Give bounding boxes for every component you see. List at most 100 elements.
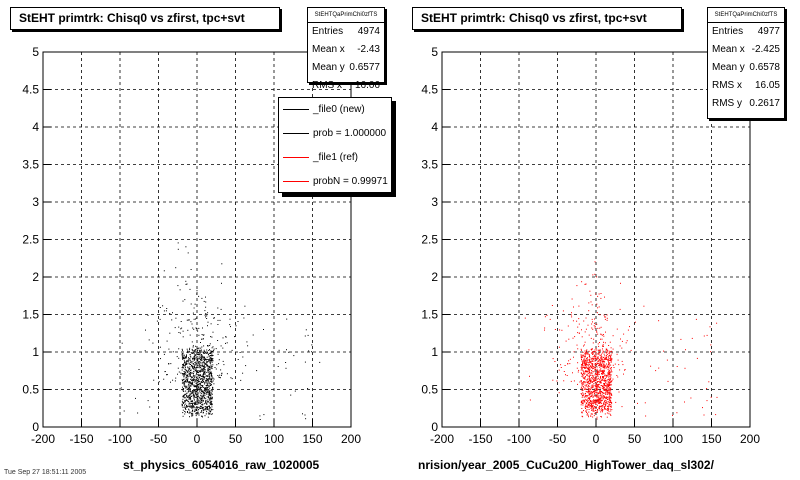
scatter-point [191,403,193,404]
scatter-point [600,393,602,395]
scatter-point [602,404,604,406]
scatter-point [206,409,208,411]
scatter-point [198,395,199,397]
scatter-point [195,361,197,363]
scatter-point [204,356,205,358]
scatter-point [611,402,613,403]
scatter-point [696,357,698,359]
scatter-point [585,364,587,365]
scatter-point [580,387,582,389]
scatter-point [208,381,210,383]
scatter-point [207,345,209,347]
scatter-point [182,415,184,417]
scatter-point [584,283,586,285]
legend-label: _file1 (ref) [313,152,359,163]
scatter-point [594,360,596,362]
scatter-point [589,377,590,379]
scatter-point [192,394,194,395]
scatter-point [604,358,606,360]
scatter-point [182,390,184,392]
scatter-point [203,367,205,369]
scatter-point [611,403,613,405]
scatter-point [181,404,183,406]
scatter-point [603,345,604,347]
scatter-point [594,273,596,275]
scatter-point [590,301,592,303]
scatter-point [197,347,199,349]
scatter-point [598,358,600,360]
scatter-point [583,365,585,367]
scatter-point [186,406,188,408]
scatter-point [610,357,612,358]
scatter-point [191,383,193,385]
scatter-point [592,368,593,370]
y-tick-label: 2 [431,270,438,284]
scatter-point [202,407,204,408]
scatter-point [197,330,199,332]
x-tick-label: -200 [430,432,454,446]
scatter-point [582,395,583,397]
scatter-point [594,349,596,351]
scatter-point [581,365,583,367]
scatter-point [552,358,554,360]
y-tick-label: 5 [32,45,39,59]
scatter-point [594,390,596,392]
scatter-point [195,403,197,405]
scatter-point [163,353,165,355]
x-tick-label: -100 [507,432,531,446]
scatter-point [203,403,205,405]
scatter-point [183,371,185,372]
scatter-point [608,372,610,374]
scatter-point [206,393,208,395]
scatter-point [204,359,206,361]
scatter-point [201,334,203,335]
scatter-point [600,293,602,294]
scatter-point [588,359,590,361]
scatter-point [602,352,604,354]
scatter-point [190,321,192,323]
scatter-point [209,367,211,369]
scatter-point [589,373,591,375]
scatter-point [192,363,194,364]
scatter-point [552,379,554,381]
x-tick-label: -150 [69,432,93,446]
scatter-point [208,380,210,382]
scatter-point [592,405,594,407]
scatter-point [211,382,213,384]
scatter-point [194,401,196,403]
scatter-point [210,380,212,382]
scatter-point [594,377,596,379]
scatter-point [188,398,190,400]
scatter-point [589,358,591,360]
scatter-point [209,362,211,364]
scatter-point [188,409,190,411]
scatter-point [610,399,612,401]
scatter-point [198,354,200,356]
scatter-point [207,407,208,408]
stats-label: Entries [312,26,344,37]
scatter-point [583,362,585,364]
scatter-point [558,392,560,394]
scatter-point [191,412,193,414]
stats-row: Mean y 0.6577 [308,59,384,77]
scatter-point [605,352,607,354]
scatter-point [184,386,186,388]
scatter-point [611,394,613,396]
scatter-point [602,361,604,363]
scatter-point [198,352,200,354]
scatter-point [582,367,584,368]
scatter-point [594,325,596,327]
scatter-point [200,375,201,377]
scatter-point [588,402,590,404]
scatter-point [581,281,583,283]
scatter-point [598,374,600,375]
scatter-point [599,354,601,356]
scatter-point [592,396,594,398]
scatter-point [591,391,593,393]
scatter-point [599,360,601,362]
scatter-point [165,310,167,312]
scatter-point [586,413,588,415]
scatter-point [592,359,594,361]
scatter-point [203,349,205,351]
scatter-point [583,344,585,346]
